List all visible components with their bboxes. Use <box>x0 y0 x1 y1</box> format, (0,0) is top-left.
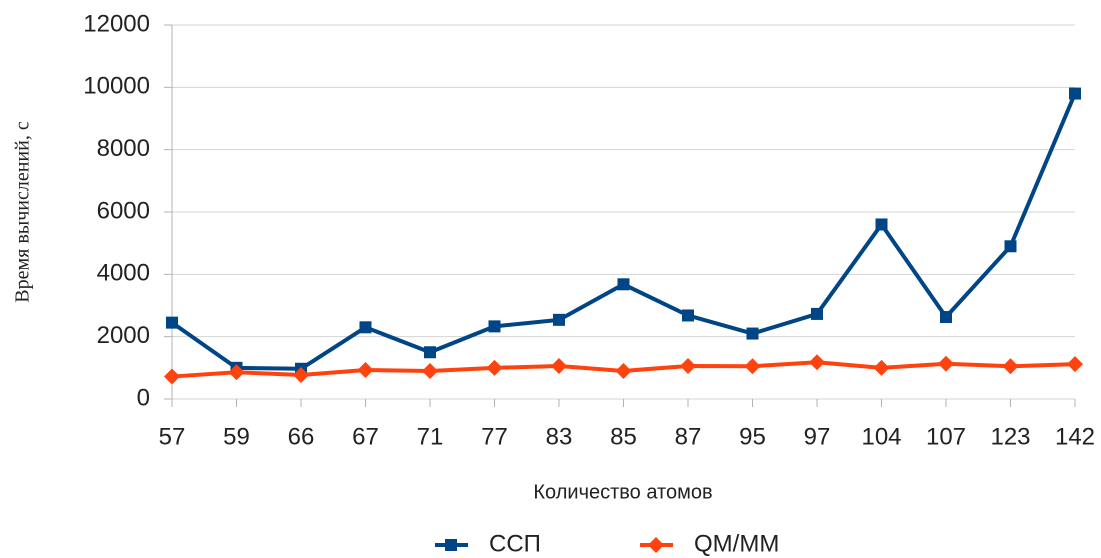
x-tick-label: 95 <box>739 423 766 450</box>
data-point <box>617 278 630 291</box>
data-point <box>1004 240 1017 253</box>
series-line <box>170 92 1077 371</box>
x-tick-label: 104 <box>861 423 901 450</box>
data-point <box>166 316 178 329</box>
x-axis-label: Количество атомов <box>533 481 712 503</box>
data-point <box>164 368 180 385</box>
x-tick-label: 107 <box>926 423 966 450</box>
data-point <box>809 354 825 371</box>
y-tick-label: 4000 <box>97 260 150 287</box>
data-point <box>228 364 245 381</box>
legend-label: QM/MM <box>694 530 779 557</box>
data-point <box>940 311 952 324</box>
data-point <box>422 362 438 379</box>
x-tick-label: 71 <box>417 423 444 450</box>
data-point <box>1067 356 1083 373</box>
x-tick-label: 142 <box>1055 423 1095 450</box>
x-tick-label: 77 <box>481 423 508 450</box>
legend-label: ССП <box>489 530 541 557</box>
data-point <box>488 320 501 333</box>
data-point <box>1002 358 1019 375</box>
x-tick-label: 85 <box>610 423 637 450</box>
x-tick-label: 67 <box>352 423 379 450</box>
x-tick-label: 87 <box>675 423 702 450</box>
data-point <box>293 367 309 384</box>
data-point <box>424 346 436 359</box>
x-tick-label: 97 <box>804 423 831 450</box>
data-point <box>746 327 759 340</box>
y-tick-label: 12000 <box>83 10 150 37</box>
data-point <box>359 321 372 334</box>
x-tick-label: 123 <box>990 423 1030 450</box>
legend-marker <box>648 537 664 553</box>
data-point <box>1069 87 1081 100</box>
x-tick-label: 59 <box>223 423 250 450</box>
x-tick-label: 66 <box>288 423 315 450</box>
data-point <box>875 218 888 231</box>
y-tick-label: 8000 <box>97 135 150 162</box>
data-point <box>551 357 567 374</box>
data-point <box>486 359 503 376</box>
data-point <box>553 313 565 326</box>
data-point <box>938 355 954 372</box>
y-tick-label: 6000 <box>97 197 150 224</box>
data-point <box>682 309 694 322</box>
data-point <box>873 359 890 376</box>
data-point <box>744 358 761 375</box>
y-tick-label: 0 <box>137 384 150 411</box>
x-tick-label: 57 <box>159 423 186 450</box>
data-point <box>615 362 632 379</box>
data-point <box>811 307 823 320</box>
y-tick-label: 2000 <box>97 322 150 349</box>
y-tick-label: 10000 <box>83 73 150 100</box>
x-tick-label: 83 <box>546 423 573 450</box>
data-point <box>680 357 696 374</box>
y-axis-label: Время вычислений, с <box>12 121 34 303</box>
legend-marker <box>445 539 457 551</box>
data-point <box>357 362 374 379</box>
